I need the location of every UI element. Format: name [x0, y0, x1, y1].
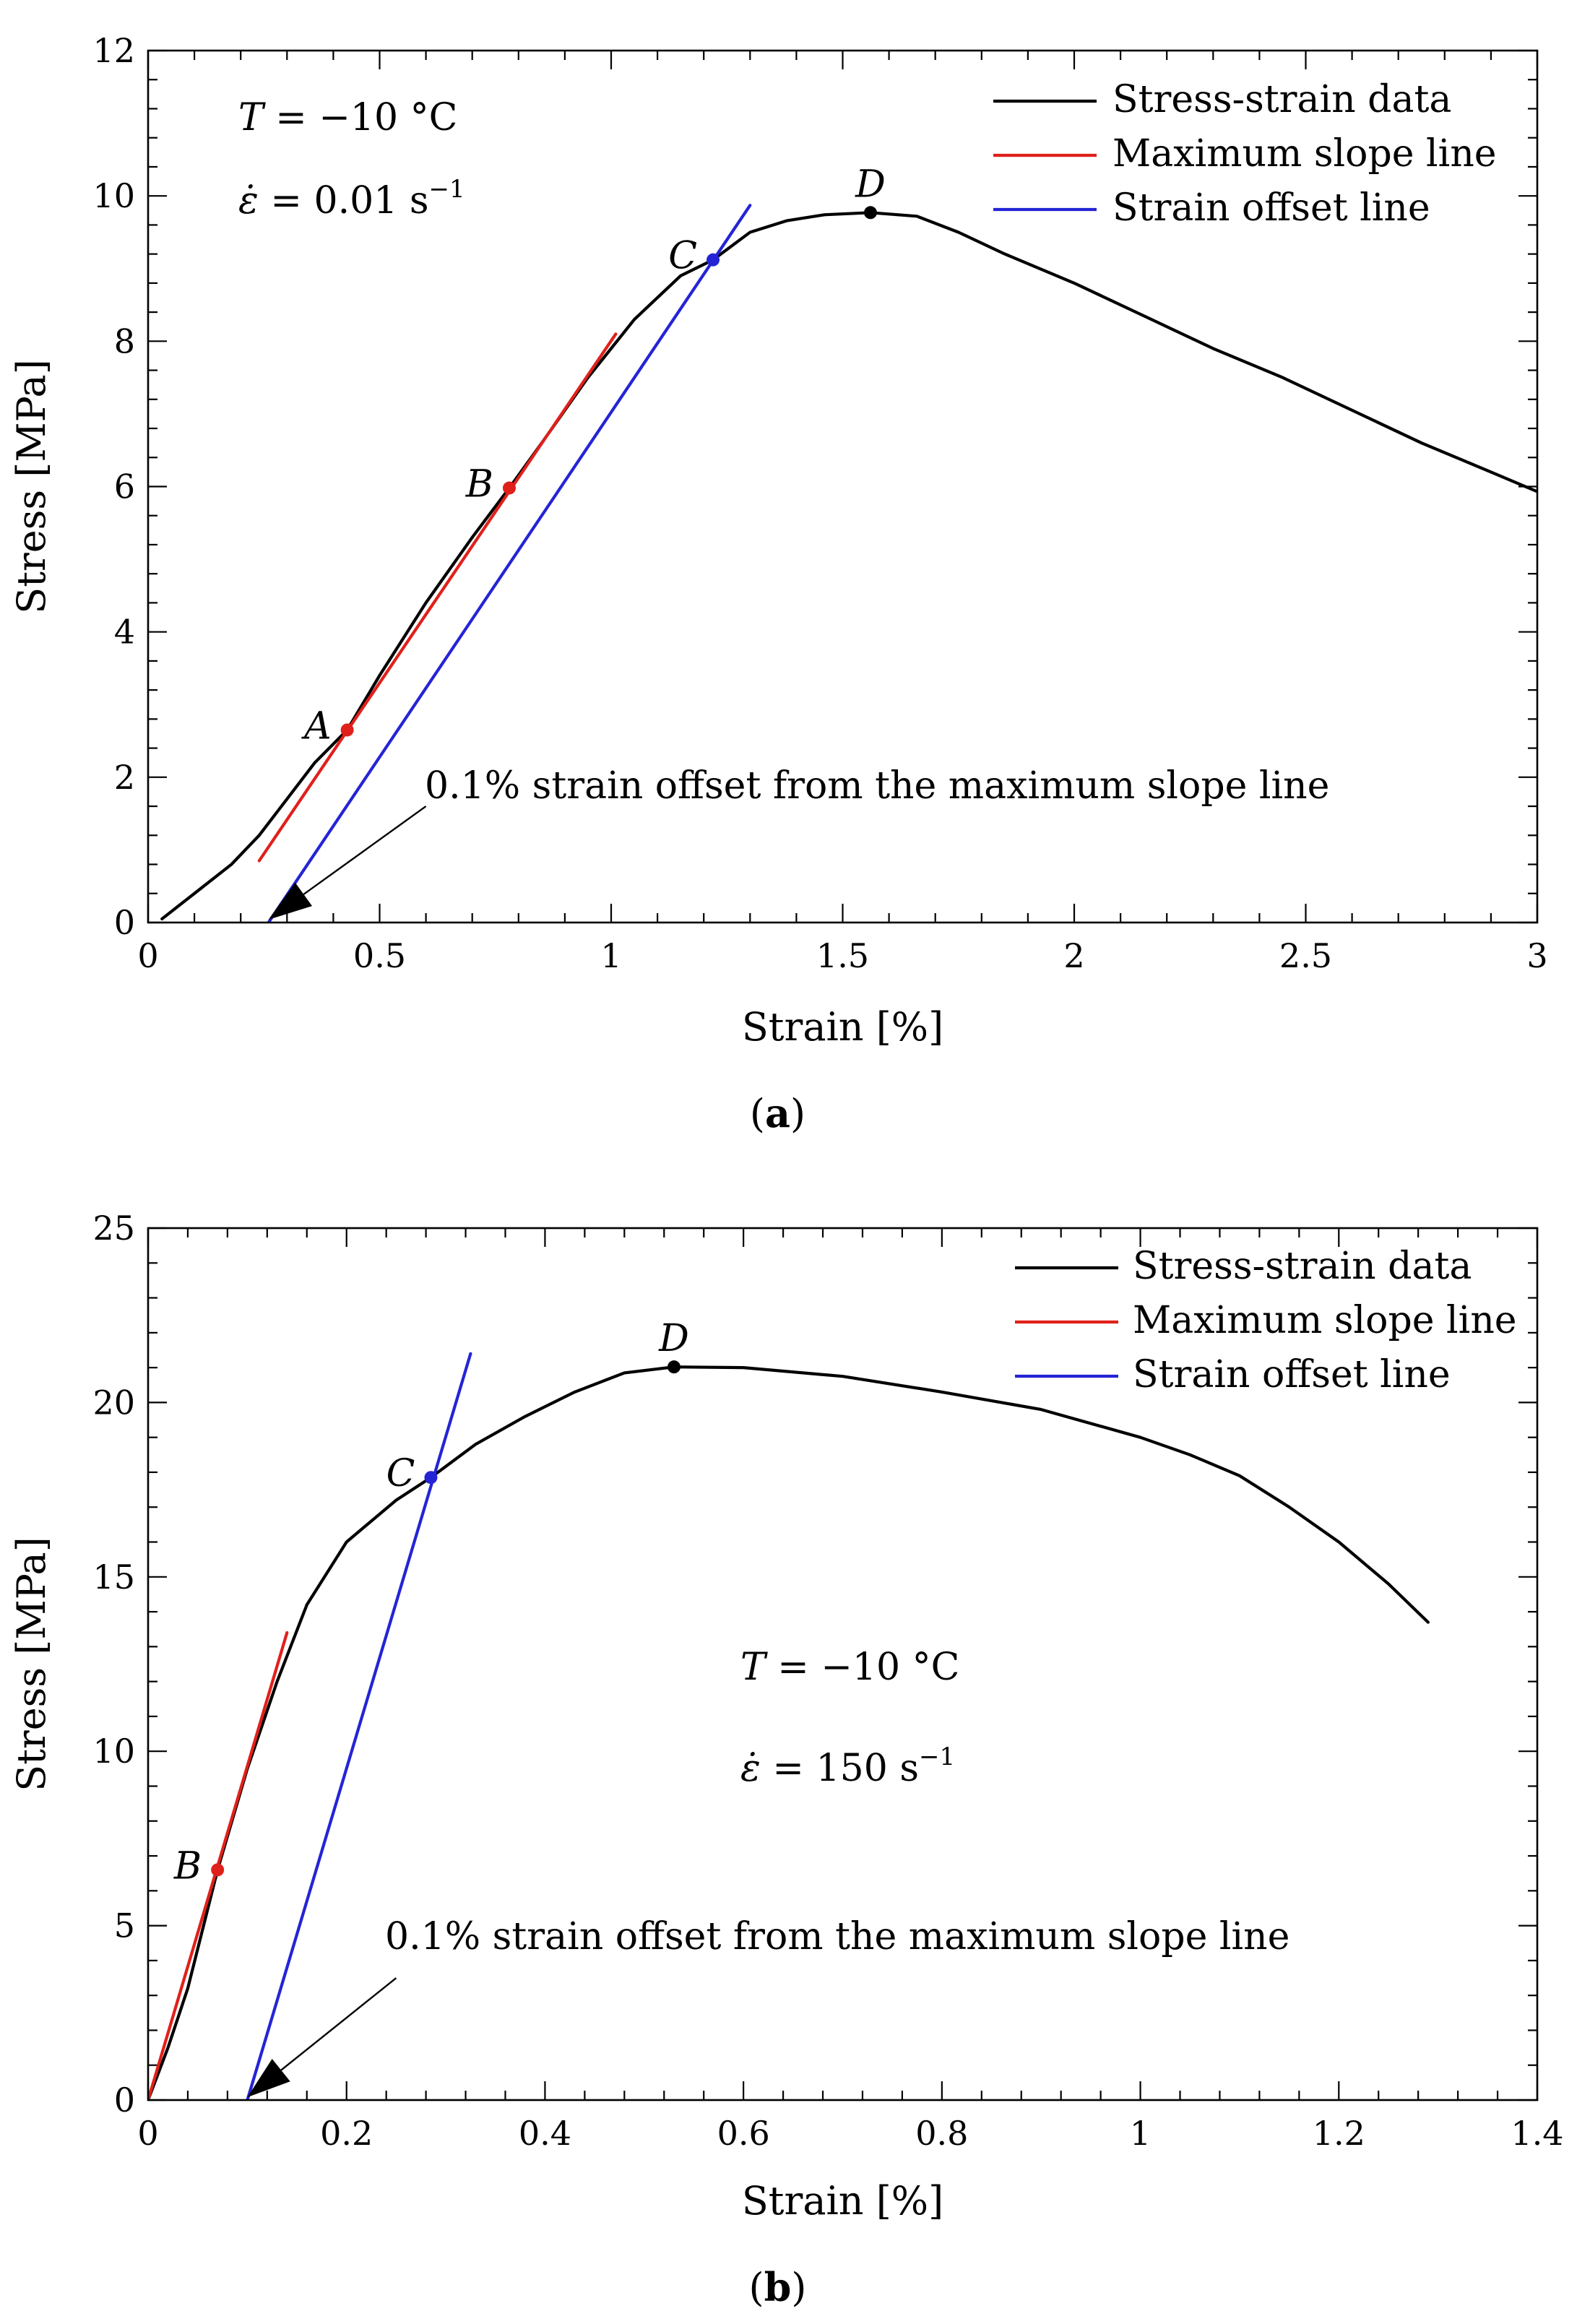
y-tick-label: 2 — [114, 758, 135, 797]
chart-b: 0 0.2 0.4 0.6 0.8 1 1.2 1.4 0 5 10 15 20 25 Strain [%]… — [9, 1209, 1564, 2310]
y-tick-label: 25 — [92, 1209, 135, 1248]
point-c-marker — [424, 1471, 438, 1485]
point-c-marker — [707, 253, 720, 267]
x-tick-label: 0.5 — [353, 936, 406, 975]
point-b-marker — [211, 1863, 225, 1877]
condition-label: ε̇ = 0.01 s−1 — [238, 175, 465, 223]
x-tick-label: 0.8 — [915, 2114, 968, 2153]
x-tick-label: 1.4 — [1511, 2114, 1563, 2153]
annotation-arrow-head — [268, 882, 313, 920]
x-tick-label: 1 — [600, 936, 621, 975]
x-tick-label: 1.2 — [1313, 2114, 1365, 2153]
legend: Stress-strain data Maximum slope line Stra… — [993, 78, 1497, 230]
point-a-label: A — [301, 704, 332, 748]
x-axis-title: Strain [%] — [742, 2178, 943, 2224]
y-axis-title: Stress [MPa] — [9, 1537, 54, 1792]
series-maximum-slope-line — [257, 332, 618, 863]
series-stress-strain-data — [148, 1365, 1430, 2100]
chart-a: 0 0.5 1 1.5 2 2.5 3 0 2 4 6 8 10 12 Strain [%] Stress [… — [9, 31, 1548, 1136]
point-b-label: B — [465, 463, 493, 506]
plot-area — [148, 1352, 1430, 2100]
point-b-marker — [502, 481, 516, 495]
legend-entry: Stress-strain data — [1133, 1245, 1472, 1288]
point-b-label: B — [173, 1844, 202, 1888]
y-tick-label: 6 — [114, 467, 135, 506]
annotation-arrow-shaft — [303, 805, 427, 895]
plot-frame — [147, 49, 1539, 924]
series-strain-offset-line — [246, 1352, 472, 2100]
point-c-label: C — [386, 1452, 415, 1495]
x-tick-label: 0.4 — [519, 2114, 571, 2153]
plot-frame — [147, 1227, 1539, 2101]
legend-entry: Strain offset line — [1133, 1353, 1451, 1396]
figure-caption: (a) — [750, 1090, 805, 1136]
x-tick-label: 0 — [137, 2114, 158, 2153]
series-stress-strain-data — [160, 211, 1537, 921]
offset-annotation: 0.1% strain offset from the maximum slop… — [425, 764, 1329, 808]
condition-label: ε̇ = 150 s−1 — [740, 1742, 955, 1790]
x-tick-label: 3 — [1526, 936, 1547, 975]
y-axis-title: Stress [MPa] — [9, 359, 54, 614]
point-d-label: D — [855, 163, 886, 206]
y-tick-label: 0 — [114, 2081, 135, 2120]
annotation-arrow-shaft — [280, 1977, 397, 2071]
figure-caption: (b) — [749, 2264, 807, 2310]
point-d-marker — [667, 1360, 681, 1374]
condition-label: T = −10 °C — [740, 1646, 959, 1689]
legend-entry: Maximum slope line — [1112, 132, 1497, 176]
point-c-label: C — [668, 235, 697, 278]
plot-area — [160, 204, 1537, 923]
legend: Stress-strain data Maximum slope line Stra… — [1015, 1245, 1517, 1396]
x-tick-label: 1.5 — [816, 936, 869, 975]
y-tick-label: 12 — [92, 31, 135, 70]
y-tick-label: 15 — [92, 1558, 135, 1597]
series-strain-offset-line — [267, 204, 752, 923]
annotation-arrow-head — [247, 2059, 290, 2098]
legend-entry: Maximum slope line — [1133, 1299, 1517, 1342]
y-tick-label: 5 — [114, 1906, 135, 1945]
x-tick-label: 0.6 — [717, 2114, 770, 2153]
condition-label: T = −10 °C — [238, 96, 457, 139]
x-tick-label: 1 — [1130, 2114, 1151, 2153]
x-axis-title: Strain [%] — [742, 1004, 943, 1050]
legend-entry: Strain offset line — [1112, 186, 1430, 230]
offset-annotation: 0.1% strain offset from the maximum slop… — [385, 1915, 1289, 1958]
point-d-label: D — [658, 1317, 689, 1360]
y-tick-label: 8 — [114, 321, 135, 360]
point-a-marker — [340, 723, 354, 737]
y-tick-label: 20 — [92, 1383, 135, 1422]
legend-entry: Stress-strain data — [1112, 78, 1451, 121]
x-tick-label: 0.2 — [320, 2114, 373, 2153]
x-tick-label: 0 — [137, 936, 158, 975]
point-d-marker — [863, 206, 877, 220]
y-tick-label: 10 — [92, 176, 135, 215]
x-tick-label: 2 — [1063, 936, 1084, 975]
y-tick-label: 0 — [114, 903, 135, 942]
x-tick-label: 2.5 — [1279, 936, 1332, 975]
y-tick-label: 10 — [92, 1732, 135, 1771]
y-tick-label: 4 — [114, 613, 135, 652]
